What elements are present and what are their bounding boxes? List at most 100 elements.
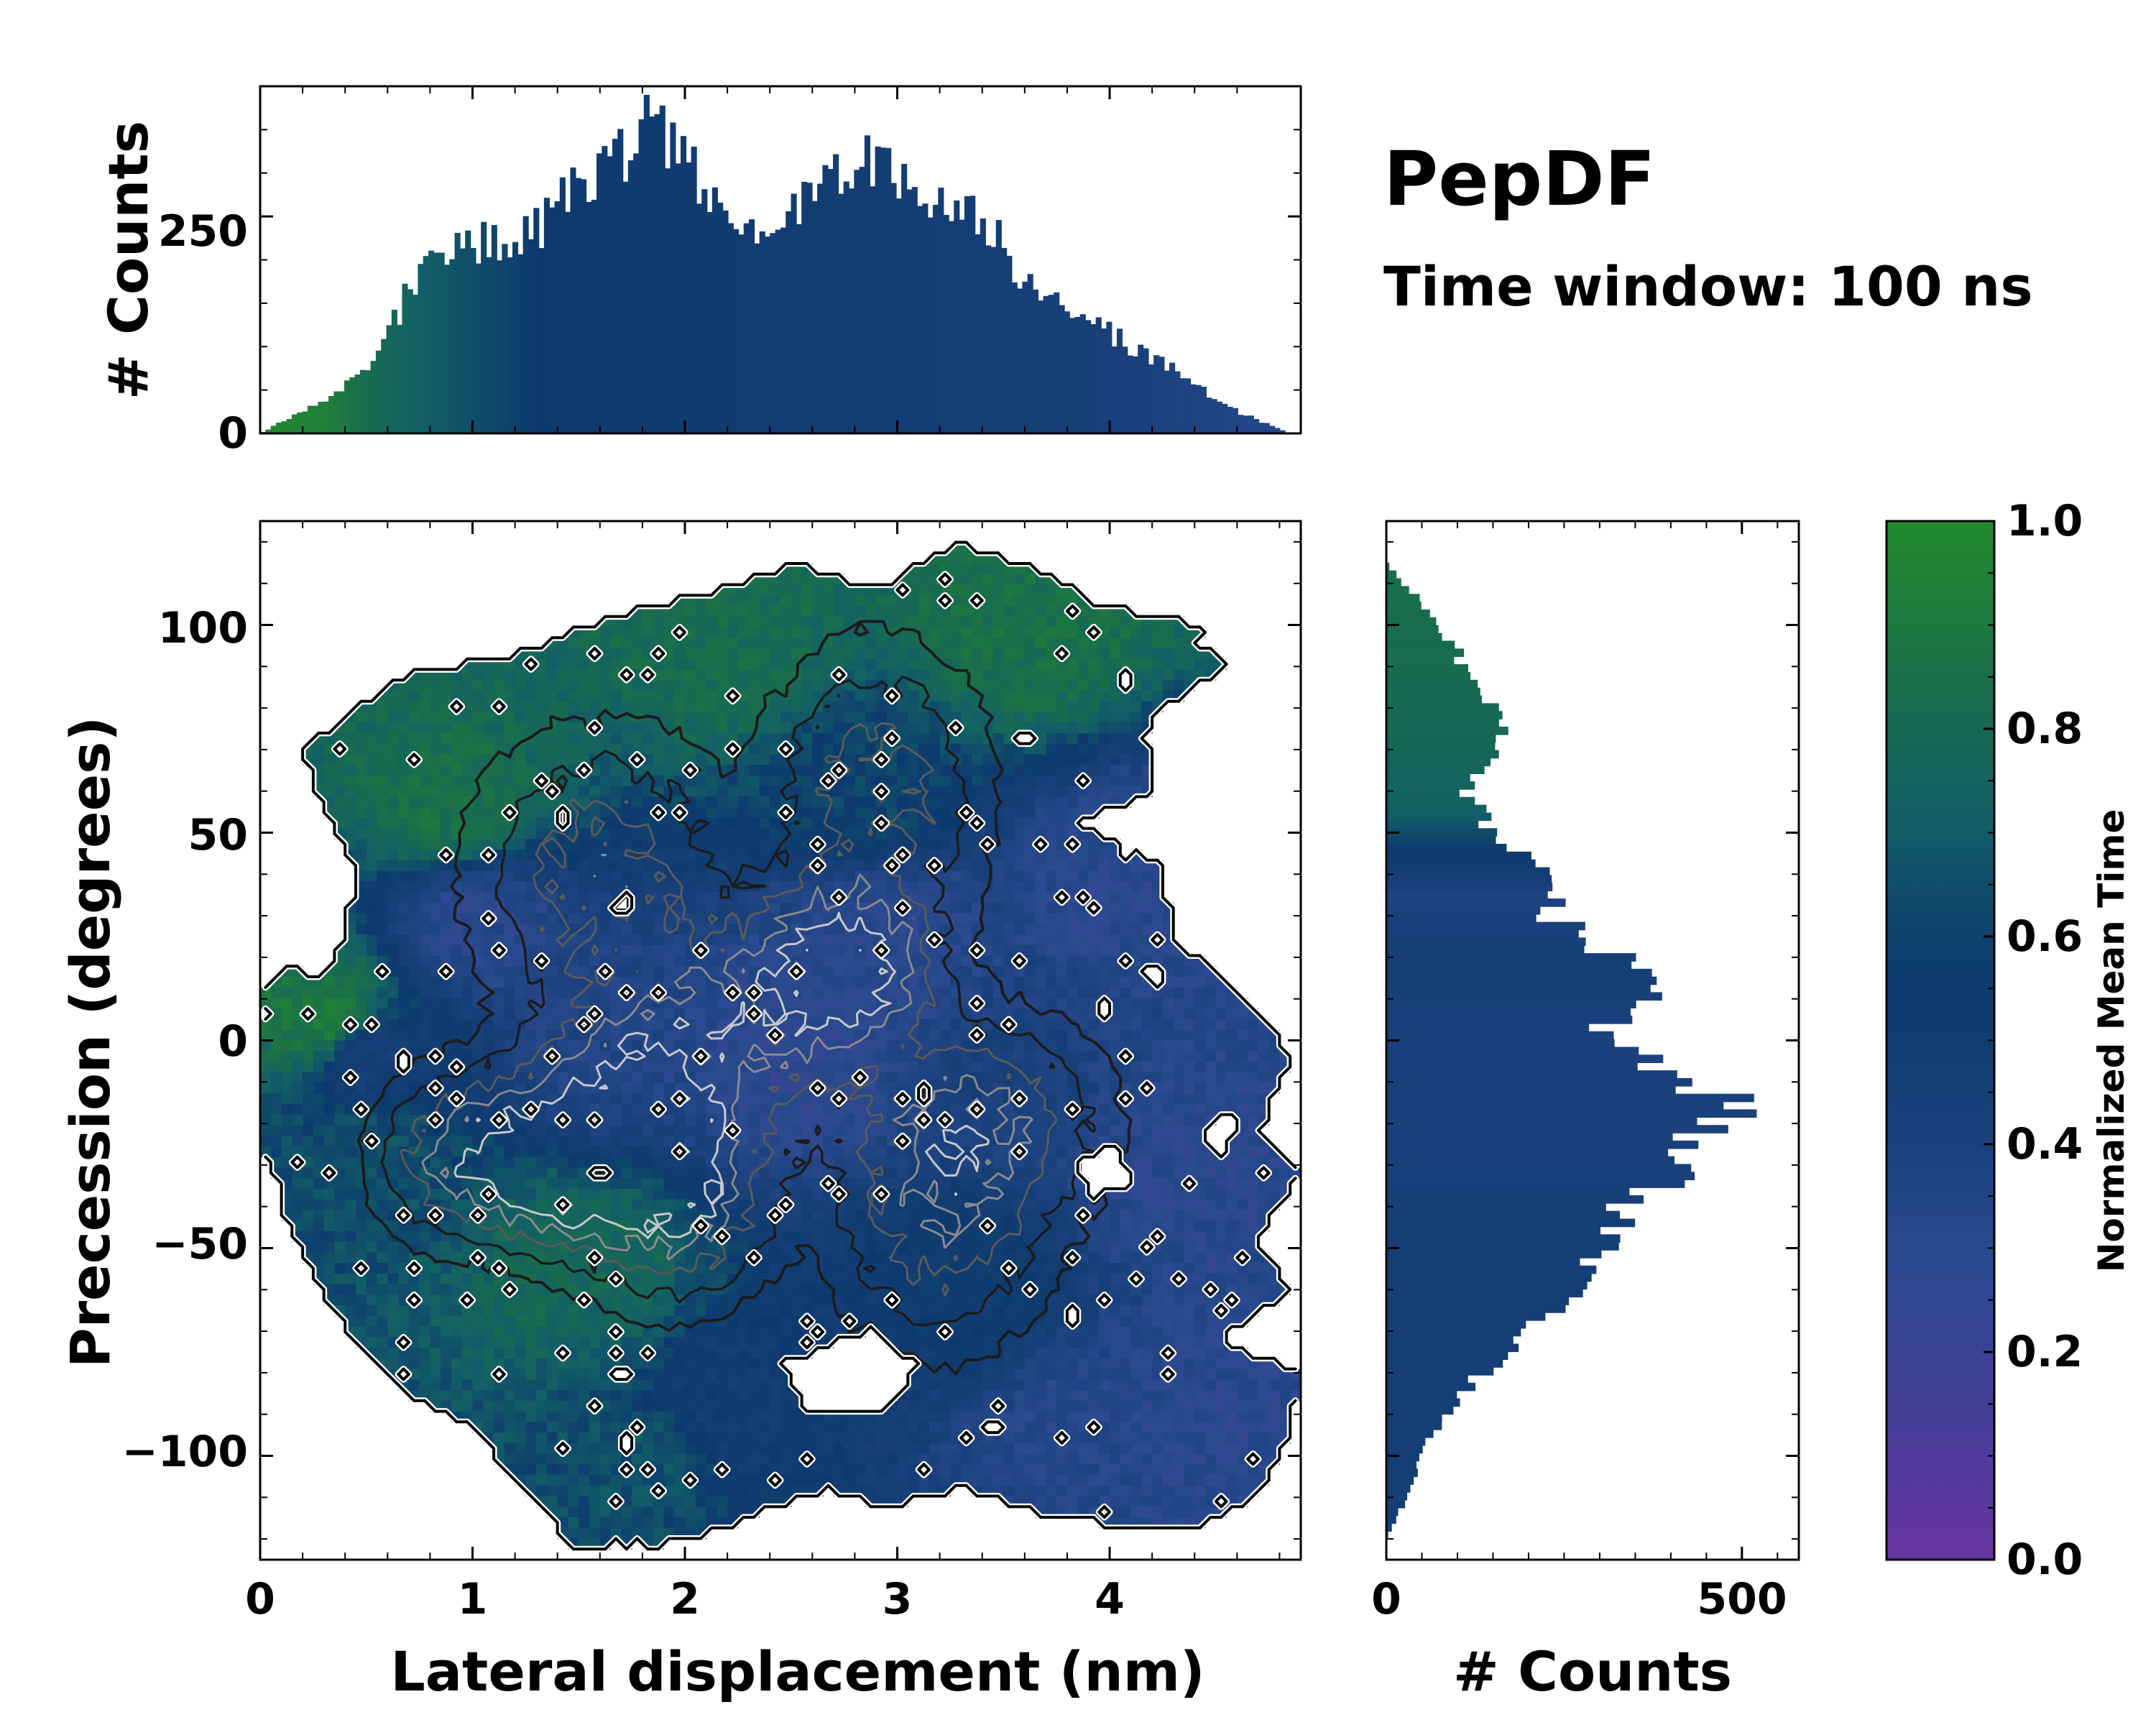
heatmap-cell (695, 1125, 707, 1136)
heatmap-cell (939, 648, 952, 660)
heatmap-cell (918, 722, 930, 734)
heatmap-cell (1088, 860, 1100, 872)
heatmap-cell (323, 1019, 336, 1031)
heatmap-cell (1099, 627, 1110, 638)
heatmap-cell (546, 924, 558, 935)
top-histogram-bar (1179, 378, 1186, 433)
heatmap-cell (886, 1040, 898, 1052)
heatmap-cell (1130, 987, 1142, 999)
top-histogram-bar (423, 256, 429, 433)
heatmap-cell (854, 1051, 866, 1062)
heatmap-cell (717, 616, 728, 628)
heatmap-cell (536, 796, 548, 808)
heatmap-cell (270, 1103, 282, 1116)
heatmap-cell (727, 627, 739, 638)
heatmap-cell (599, 881, 612, 893)
heatmap-cell (408, 1029, 420, 1041)
heatmap-cell (674, 616, 686, 628)
heatmap-cell (1258, 1040, 1270, 1052)
heatmap-cell (1046, 1082, 1057, 1094)
top-histogram-bar (370, 361, 377, 433)
heatmap-cell (398, 1178, 410, 1190)
heatmap-cell (865, 998, 877, 1009)
heatmap-cell (1184, 1146, 1195, 1158)
heatmap-cell (695, 1029, 707, 1041)
heatmap-cell (897, 712, 908, 723)
heatmap-cell (334, 1178, 346, 1190)
heatmap-cell (1046, 690, 1057, 702)
heatmap-cell (589, 807, 601, 819)
heatmap-cell (1056, 944, 1068, 957)
heatmap-cell (546, 690, 558, 702)
top-histogram-bar (1216, 401, 1222, 433)
heatmap-cell (875, 658, 888, 671)
heatmap-cell (292, 1019, 303, 1031)
top-histogram-bar (1143, 348, 1149, 433)
heatmap-cell (717, 595, 728, 607)
heatmap-cell (982, 669, 994, 681)
heatmap-cell (929, 669, 941, 681)
heatmap-cell (1237, 1103, 1248, 1116)
heatmap-cell (1067, 987, 1079, 999)
heatmap-cell (706, 701, 717, 712)
heatmap-cell (1173, 1051, 1185, 1062)
heatmap-cell (663, 648, 675, 660)
heatmap-cell (971, 669, 983, 681)
heatmap-cell (748, 1114, 760, 1126)
heatmap-cell (780, 1040, 792, 1052)
heatmap-cell (546, 1178, 558, 1190)
heatmap-cell (875, 807, 888, 819)
heatmap-cell (1088, 1093, 1100, 1105)
heatmap-cell (451, 987, 463, 999)
top-histogram-bar (880, 147, 886, 433)
heatmap-cell (674, 648, 686, 660)
heatmap-cell (599, 796, 612, 808)
heatmap-cell (918, 881, 930, 893)
heatmap-cell (1152, 627, 1164, 638)
heatmap-cell (663, 966, 675, 978)
heatmap-cell (929, 616, 941, 628)
heatmap-cell (992, 627, 1004, 638)
heatmap-cell (355, 743, 367, 755)
heatmap-cell (589, 892, 601, 903)
heatmap-cell (1088, 1082, 1100, 1094)
heatmap-cell (504, 1019, 516, 1031)
heatmap-cell (737, 828, 750, 840)
heatmap-cell (1046, 595, 1057, 607)
heatmap-cell (685, 701, 696, 712)
heatmap-cell (1120, 701, 1132, 712)
heatmap-cell (653, 732, 665, 745)
heatmap-cell (408, 860, 420, 872)
heatmap-cell (950, 934, 962, 946)
heatmap-cell (323, 1199, 336, 1211)
heatmap-cell (759, 1188, 770, 1200)
heatmap-cell (791, 605, 803, 617)
heatmap-cell (472, 902, 484, 914)
heatmap-cell (504, 1051, 516, 1062)
heatmap-cell (812, 754, 824, 765)
heatmap-cell (961, 1051, 972, 1062)
heatmap-cell (737, 658, 750, 671)
heatmap-cell (525, 817, 537, 829)
heatmap-cell (971, 616, 983, 628)
heatmap-cell (727, 860, 739, 872)
heatmap-cell (345, 754, 356, 765)
heatmap-cell (653, 1029, 665, 1041)
heatmap-cell (579, 881, 590, 893)
heatmap-cell (1184, 1040, 1195, 1052)
heatmap-cell (1046, 605, 1057, 617)
heatmap-cell (1003, 1040, 1015, 1052)
heatmap-cell (823, 765, 834, 776)
heatmap-cell (801, 1199, 813, 1211)
heatmap-cell (727, 648, 739, 660)
heatmap-cell (568, 1125, 579, 1136)
heatmap-cell (812, 616, 824, 628)
heatmap-cell (610, 1008, 622, 1020)
heatmap-cell (525, 913, 537, 924)
heatmap-cell (971, 775, 983, 787)
heatmap-cell (632, 1199, 643, 1211)
heatmap-cell (950, 712, 962, 723)
heatmap-cell (557, 1008, 569, 1020)
heatmap-cell (908, 638, 919, 649)
heatmap-cell (377, 902, 388, 914)
